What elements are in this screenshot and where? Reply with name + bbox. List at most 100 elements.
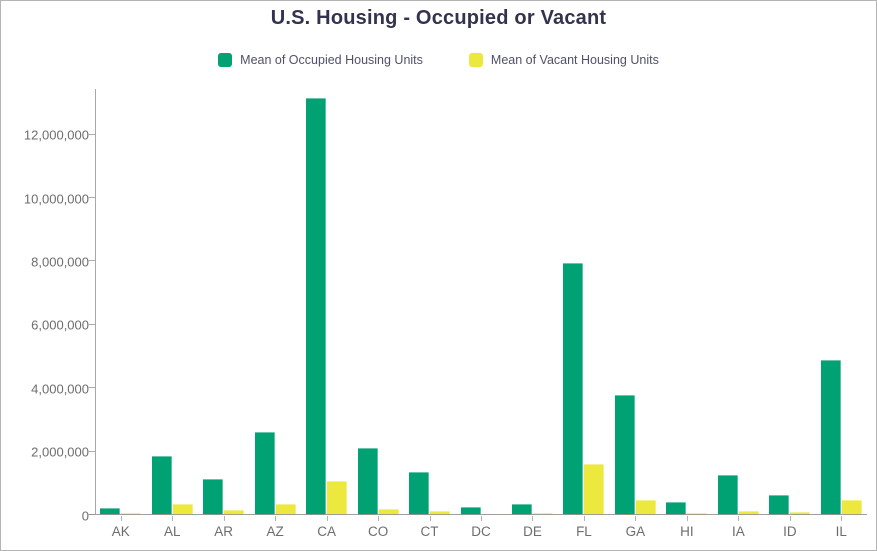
bar-occupied-IL[interactable] [820,360,841,515]
bar-occupied-AR[interactable] [203,479,224,515]
x-axis-label-DE: DE [523,524,542,539]
bar-vacant-IA[interactable] [738,511,759,515]
y-axis-label: 0 [81,508,89,523]
x-axis-tick [326,516,328,521]
legend-label-occupied: Mean of Occupied Housing Units [240,53,423,67]
bar-groups [95,89,867,521]
bar-vacant-HI[interactable] [687,512,708,515]
x-axis-label-AR: AR [214,524,234,539]
bar-occupied-AZ[interactable] [254,431,275,515]
y-axis-line [95,89,96,515]
legend-item-occupied[interactable]: Mean of Occupied Housing Units [218,53,423,67]
y-axis-label: 12,000,000 [23,127,89,143]
y-axis-tick [88,387,95,389]
bar-group-AR [198,89,249,521]
bar-group-GA [610,89,661,521]
bar-group-AL [146,89,197,521]
y-axis-tick [88,260,95,262]
bar-occupied-DC[interactable] [460,506,481,515]
bar-group-AK [95,89,146,521]
x-axis-tick [223,516,225,521]
x-axis-tick [172,516,174,521]
bar-occupied-CA[interactable] [306,98,327,515]
x-axis-line [87,514,867,515]
x-axis-label-FL: FL [576,524,592,539]
bar-vacant-CT[interactable] [430,511,451,515]
legend-label-vacant: Mean of Vacant Housing Units [490,53,659,67]
bar-occupied-CO[interactable] [357,447,378,515]
bar-vacant-DE[interactable] [532,512,553,515]
legend-swatch-occupied-icon [218,53,233,67]
bar-occupied-HI[interactable] [666,501,687,515]
chart-title: U.S. Housing - Occupied or Vacant [270,7,607,29]
x-axis-tick [789,516,791,521]
legend: Mean of Occupied Housing Units Mean of V… [1,53,876,67]
bar-occupied-ID[interactable] [769,495,790,515]
x-axis-tick [275,516,277,521]
x-axis-tick [738,516,740,521]
bar-occupied-AL[interactable] [151,456,172,515]
x-axis-label-CT: CT [420,524,439,539]
x-axis-tick [532,516,534,521]
bar-group-HI [661,89,712,521]
bar-group-ID [764,89,815,521]
bar-vacant-AL[interactable] [172,503,193,515]
x-axis-label-IL: IL [835,524,847,539]
bar-group-DC [455,89,506,521]
x-axis-label-CA: CA [317,524,336,539]
bar-occupied-CT[interactable] [409,471,430,515]
x-axis-tick [686,516,688,521]
x-axis-label-AZ: AZ [266,524,284,539]
x-axis-tick [841,516,843,521]
x-axis-label-ID: ID [783,524,797,539]
x-axis-label-DC: DC [471,524,491,539]
bar-occupied-AK[interactable] [100,507,121,515]
bar-occupied-FL[interactable] [563,263,584,515]
bar-occupied-IA[interactable] [717,475,738,515]
bar-vacant-IL[interactable] [841,500,862,515]
x-axis-tick [635,516,637,521]
bar-vacant-FL[interactable] [584,464,605,515]
y-axis-tick [88,323,95,325]
y-axis-tick [88,197,95,198]
x-axis-labels: AK AL AR AZ CA CO CT DC DE FL GA HI IA ID IL [95,524,867,539]
bar-group-FL [558,89,609,521]
bar-occupied-GA[interactable] [614,394,635,515]
y-axis-label: 4,000,000 [31,381,89,397]
x-axis-label-HI: HI [680,524,694,539]
legend-item-vacant[interactable]: Mean of Vacant Housing Units [468,53,659,67]
bar-vacant-GA[interactable] [635,500,656,515]
y-axis-label: 2,000,000 [31,444,89,460]
y-axis-tick [88,133,95,135]
x-axis-tick [583,516,585,521]
bar-group-AZ [249,89,300,521]
bar-vacant-AZ[interactable] [275,503,296,515]
bar-vacant-AR[interactable] [224,509,245,515]
x-axis-label-AK: AK [111,524,130,539]
bar-group-CT [404,89,455,521]
y-axis-label: 8,000,000 [31,254,89,270]
bar-vacant-CO[interactable] [378,508,399,515]
x-axis-label-IA: IA [731,524,745,539]
x-axis-label-CO: CO [367,524,389,539]
bar-vacant-ID[interactable] [790,512,811,515]
bar-group-IL [816,89,867,521]
y-axis-tick [88,450,95,452]
bar-occupied-DE[interactable] [511,504,532,515]
bar-group-CO [352,89,403,521]
plot-area: 0 2,000,000 4,000,000 6,000,000 8,000,000 10,… [24,89,867,523]
x-axis-tick [120,516,122,521]
bar-group-IA [713,89,764,521]
bar-group-CA [301,89,352,521]
y-axis-label: 10,000,000 [23,191,89,206]
x-axis-tick [481,516,483,521]
x-axis-tick [429,516,431,521]
bar-vacant-CA[interactable] [327,481,348,515]
x-axis-tick [378,516,380,521]
y-axis-label: 6,000,000 [31,317,89,333]
x-axis-label-GA: GA [625,524,646,539]
legend-swatch-vacant-icon [468,53,483,67]
x-axis-label-AL: AL [163,524,181,539]
bar-group-DE [507,89,558,521]
